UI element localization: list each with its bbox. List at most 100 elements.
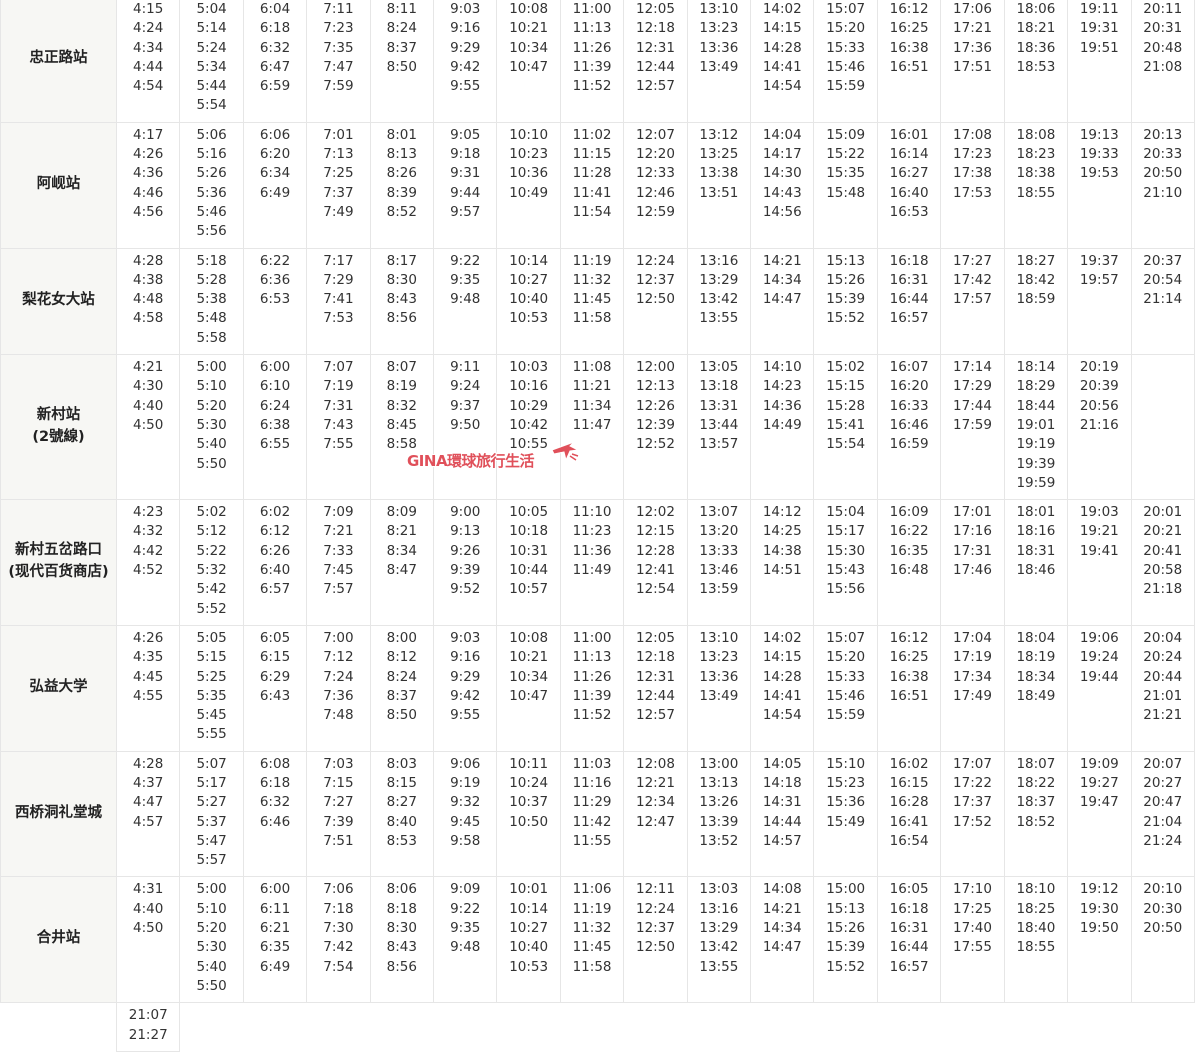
time: 15:09 [826, 126, 866, 143]
time: 4:58 [133, 310, 164, 327]
time: 15:15 [826, 378, 866, 395]
time: 8:06 [386, 881, 417, 898]
time: 18:29 [1016, 378, 1056, 395]
time: 7:17 [323, 252, 354, 269]
time: 7:59 [323, 78, 354, 95]
time-cell: 7:07 7:19 7:31 7:43 7:55 [306, 354, 371, 501]
time: 9:52 [450, 581, 481, 598]
time: 9:35 [450, 920, 481, 937]
time: 11:47 [572, 416, 612, 433]
time-cell: 15:07 15:20 15:33 15:46 15:59 [813, 624, 878, 752]
time: 13:23 [699, 20, 739, 37]
time: 7:54 [323, 958, 354, 975]
time: 12:15 [636, 523, 675, 540]
time: 13:26 [699, 794, 739, 811]
time: 15:26 [826, 271, 866, 288]
time: 7:24 [323, 668, 354, 685]
time-cell: 16:09 16:22 16:35 16:48 [876, 499, 942, 626]
time: 10:27 [509, 271, 549, 288]
time: 14:47 [762, 291, 802, 308]
time: 4:30 [133, 378, 164, 395]
time: 11:52 [572, 78, 612, 95]
time: 8:37 [386, 687, 417, 704]
time: 6:29 [259, 668, 291, 685]
time: 8:30 [386, 271, 417, 288]
time: 13:33 [699, 542, 739, 559]
time: 17:52 [953, 813, 992, 830]
time-cell: 18:27 18:42 18:59 [1003, 247, 1069, 356]
time: 15:52 [826, 958, 866, 975]
time: 17:06 [953, 1, 992, 17]
time-cell: 13:10 13:23 13:36 13:49 [686, 624, 752, 752]
time: 4:45 [133, 668, 164, 685]
time: 6:05 [259, 629, 291, 646]
time-cell: 10:10 10:23 10:36 10:49 [496, 121, 561, 249]
time: 7:18 [323, 900, 354, 917]
time: 12:31 [636, 668, 675, 685]
time: 17:38 [953, 165, 992, 182]
time: 13:52 [699, 832, 739, 849]
time: 5:00 [196, 881, 227, 898]
time: 15:48 [826, 184, 866, 201]
time: 14:49 [762, 416, 802, 433]
time: 14:47 [762, 939, 802, 956]
time: 10:08 [509, 629, 549, 646]
time: 16:05 [889, 881, 929, 898]
time-cell: 17:04 17:19 17:34 17:49 [940, 624, 1005, 752]
time: 6:18 [259, 774, 291, 791]
time: 21:21 [1143, 707, 1183, 724]
time-cell: 14:02 14:15 14:28 14:41 14:54 [750, 0, 815, 123]
time: 6:21 [259, 920, 291, 937]
time: 6:49 [259, 958, 291, 975]
time: 20:13 [1143, 126, 1183, 143]
time: 19:41 [1079, 542, 1119, 559]
time: 20:33 [1143, 146, 1183, 163]
time: 10:44 [509, 562, 549, 579]
time: 11:29 [572, 794, 612, 811]
time: 13:03 [699, 881, 739, 898]
time: 5:52 [196, 600, 227, 617]
time: 6:02 [259, 504, 291, 521]
time: 17:14 [953, 359, 992, 376]
time: 15:56 [826, 581, 866, 598]
time: 13:57 [699, 436, 739, 453]
time: 10:47 [509, 58, 549, 75]
time: 20:19 [1079, 359, 1119, 376]
time-cell: 8:00 8:12 8:24 8:37 8:50 [369, 624, 435, 752]
time: 11:15 [572, 146, 612, 163]
time: 8:03 [386, 755, 417, 772]
time: 5:25 [196, 668, 227, 685]
time-cell: 13:00 13:13 13:26 13:39 13:52 [686, 750, 752, 878]
time: 20:27 [1143, 774, 1183, 791]
time: 20:44 [1143, 668, 1183, 685]
time-cell: 12:05 12:18 12:31 12:44 12:57 [623, 624, 688, 752]
time: 20:47 [1143, 794, 1183, 811]
time: 7:09 [323, 504, 354, 521]
time: 13:23 [699, 649, 739, 666]
time: 12:18 [636, 649, 675, 666]
time-cell: 8:06 8:18 8:30 8:43 8:56 [369, 876, 435, 1004]
time: 17:25 [953, 900, 992, 917]
time: 8:52 [386, 203, 417, 220]
time: 8:58 [386, 436, 417, 453]
time-cell: 4:15 4:24 4:34 4:44 4:54 [115, 0, 181, 123]
time: 6:49 [259, 184, 291, 201]
time: 11:54 [572, 203, 612, 220]
time: 21:01 [1143, 687, 1183, 704]
time: 12:44 [636, 58, 675, 75]
time: 8:27 [386, 794, 417, 811]
time: 10:08 [509, 1, 549, 17]
time: 15:35 [826, 165, 866, 182]
time: 5:06 [196, 126, 227, 143]
time: 19:30 [1079, 900, 1119, 917]
time: 8:19 [386, 378, 417, 395]
time: 18:22 [1016, 774, 1056, 791]
time: 4:34 [133, 39, 164, 56]
time: 20:24 [1143, 649, 1183, 666]
time-cell: 7:11 7:23 7:35 7:47 7:59 [306, 0, 371, 123]
time-cell: 4:26 4:35 4:45 4:55 [115, 624, 181, 752]
time: 21:16 [1079, 416, 1119, 433]
time: 6:46 [259, 813, 291, 830]
time: 11:02 [572, 126, 612, 143]
